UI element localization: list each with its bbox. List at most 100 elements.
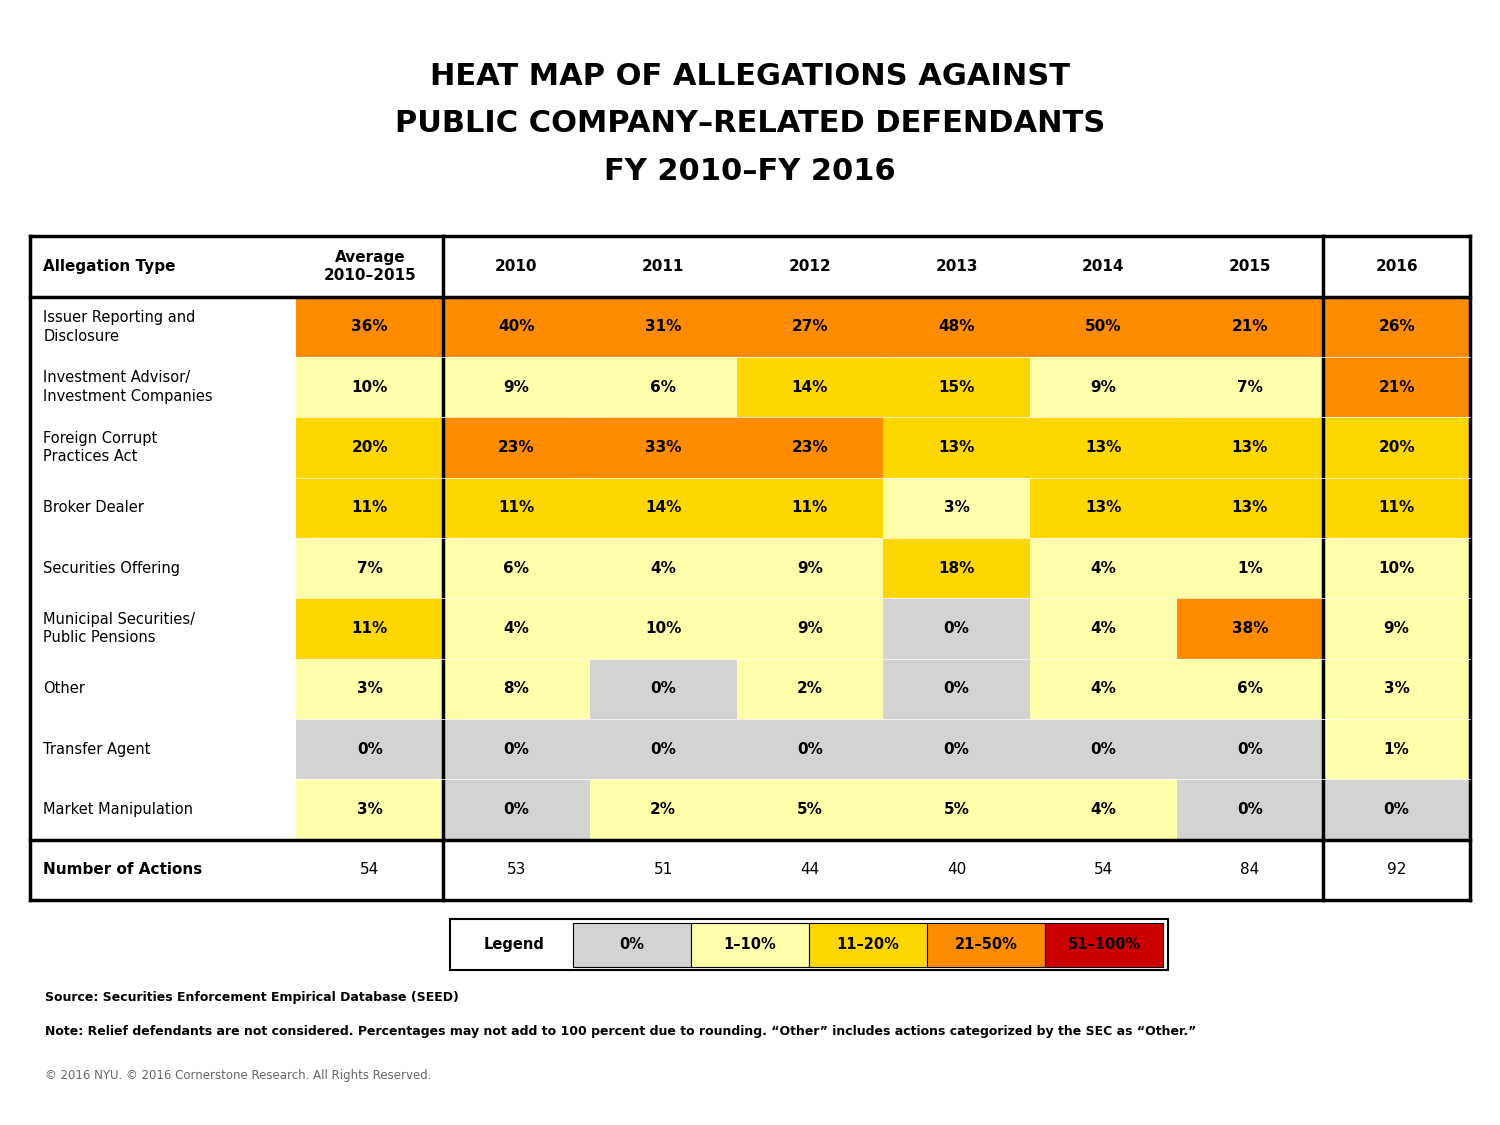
Text: 0%: 0% (944, 682, 969, 696)
Text: 36%: 36% (351, 319, 388, 334)
Text: 51–100%: 51–100% (1068, 937, 1142, 952)
Text: 0%: 0% (1238, 741, 1263, 757)
Bar (590, 297, 736, 357)
Bar (1323, 478, 1470, 538)
Text: Allegation Type: Allegation Type (44, 259, 176, 273)
Bar (297, 297, 442, 357)
Bar (884, 538, 1031, 598)
Text: 3%: 3% (944, 501, 969, 515)
Text: 3%: 3% (357, 682, 382, 696)
Text: 53: 53 (507, 863, 526, 878)
Text: Issuer Reporting and
Disclosure: Issuer Reporting and Disclosure (44, 310, 195, 343)
Text: 1–10%: 1–10% (723, 937, 777, 952)
Bar (736, 417, 884, 478)
Text: 92: 92 (1388, 863, 1407, 878)
Bar (927, 922, 1046, 966)
Text: 44: 44 (800, 863, 819, 878)
Text: 18%: 18% (939, 560, 975, 576)
Bar (297, 357, 442, 417)
Bar (442, 357, 590, 417)
Text: 2012: 2012 (789, 259, 831, 273)
Bar (1176, 538, 1323, 598)
Text: 13%: 13% (1232, 501, 1268, 515)
Text: 4%: 4% (504, 621, 530, 636)
Bar (1176, 719, 1323, 780)
Text: 10%: 10% (645, 621, 681, 636)
Bar (590, 719, 736, 780)
Bar (736, 297, 884, 357)
Bar (442, 780, 590, 839)
Bar (884, 719, 1031, 780)
Bar (297, 780, 442, 839)
Text: 0%: 0% (944, 741, 969, 757)
Text: 2011: 2011 (642, 259, 684, 273)
Bar (442, 538, 590, 598)
Text: 0%: 0% (796, 741, 824, 757)
Text: 13%: 13% (1084, 501, 1122, 515)
Text: 9%: 9% (1383, 621, 1410, 636)
Text: 11%: 11% (792, 501, 828, 515)
Text: 3%: 3% (1383, 682, 1410, 696)
Text: 11–20%: 11–20% (837, 937, 900, 952)
Text: 15%: 15% (939, 379, 975, 395)
Bar (736, 598, 884, 658)
Bar (736, 478, 884, 538)
Text: 20%: 20% (351, 440, 388, 454)
Bar (442, 598, 590, 658)
Text: 0%: 0% (620, 937, 645, 952)
Text: © 2016 NYU. © 2016 Cornerstone Research. All Rights Reserved.: © 2016 NYU. © 2016 Cornerstone Research.… (45, 1069, 432, 1082)
Text: 13%: 13% (1084, 440, 1122, 454)
Text: 1%: 1% (1384, 741, 1410, 757)
Bar (573, 922, 692, 966)
Text: Securities Offering: Securities Offering (44, 560, 180, 576)
Bar (1030, 357, 1176, 417)
Text: 11%: 11% (351, 621, 388, 636)
Bar (1030, 417, 1176, 478)
Bar (297, 478, 442, 538)
Text: 20%: 20% (1378, 440, 1414, 454)
Bar (297, 719, 442, 780)
Bar (590, 478, 736, 538)
Bar (1323, 598, 1470, 658)
Text: 7%: 7% (1238, 379, 1263, 395)
Bar (590, 780, 736, 839)
Text: Broker Dealer: Broker Dealer (44, 501, 144, 515)
Bar (1323, 658, 1470, 719)
Text: Market Manipulation: Market Manipulation (44, 802, 194, 817)
Bar (1176, 658, 1323, 719)
Text: 4%: 4% (1090, 802, 1116, 817)
Text: 4%: 4% (1090, 560, 1116, 576)
Bar (1030, 780, 1176, 839)
Bar (692, 922, 808, 966)
Text: 6%: 6% (650, 379, 676, 395)
Bar (1176, 478, 1323, 538)
Text: 4%: 4% (1090, 621, 1116, 636)
Bar (1176, 780, 1323, 839)
Bar (736, 357, 884, 417)
Text: Foreign Corrupt
Practices Act: Foreign Corrupt Practices Act (44, 431, 158, 465)
Text: 0%: 0% (1238, 802, 1263, 817)
Bar (736, 658, 884, 719)
Text: 0%: 0% (1383, 802, 1410, 817)
Text: 10%: 10% (1378, 560, 1414, 576)
Bar (1030, 719, 1176, 780)
Bar (1176, 417, 1323, 478)
Bar (590, 538, 736, 598)
Text: 0%: 0% (357, 741, 382, 757)
Text: 23%: 23% (498, 440, 536, 454)
Text: 8%: 8% (504, 682, 530, 696)
Bar (884, 357, 1031, 417)
Bar (590, 357, 736, 417)
Text: 7%: 7% (357, 560, 382, 576)
Text: 2016: 2016 (1376, 259, 1417, 273)
Text: 2010: 2010 (495, 259, 537, 273)
Text: 84: 84 (1240, 863, 1260, 878)
Bar (297, 598, 442, 658)
Bar (1176, 598, 1323, 658)
Bar (1030, 658, 1176, 719)
Bar (884, 780, 1031, 839)
Bar (884, 417, 1031, 478)
Text: 23%: 23% (792, 440, 828, 454)
Text: 38%: 38% (1232, 621, 1268, 636)
Bar (1323, 538, 1470, 598)
